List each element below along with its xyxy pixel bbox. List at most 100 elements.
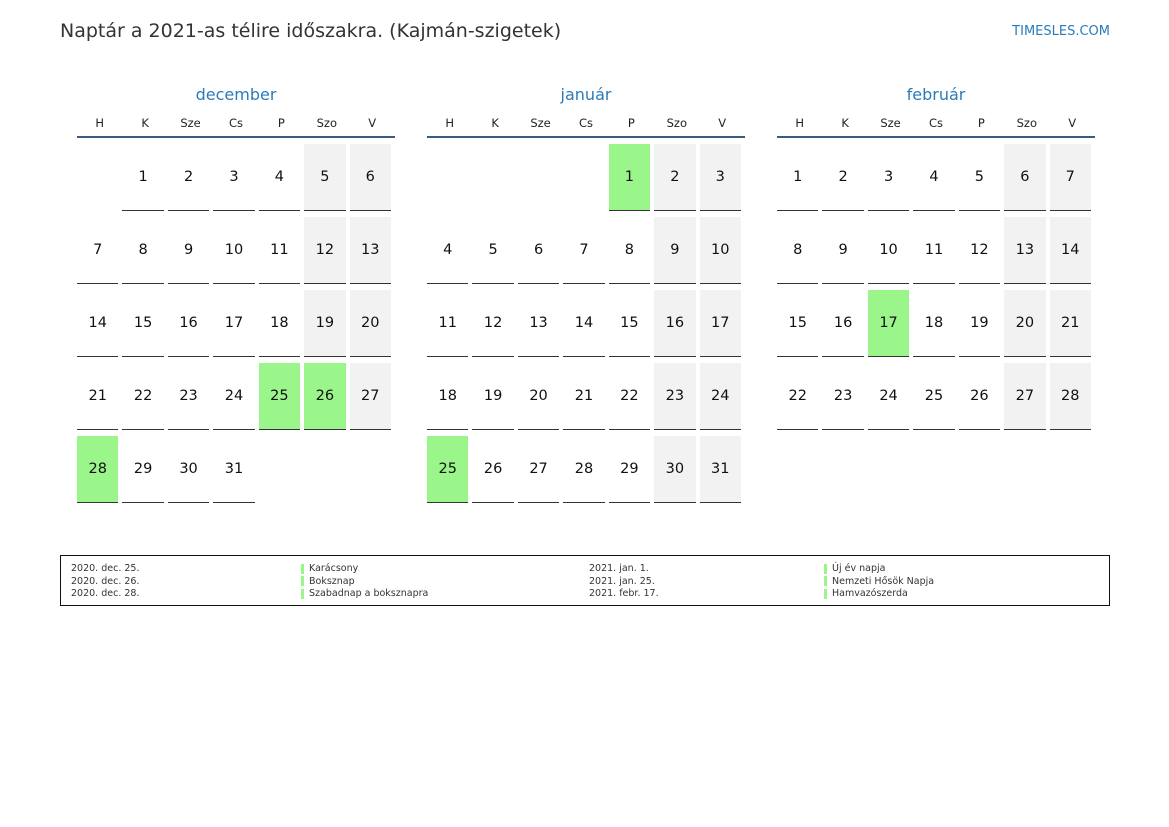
holiday-marker — [301, 576, 304, 586]
day-cell: 2 — [654, 144, 696, 211]
legend-date: 2020. dec. 25. — [71, 563, 140, 574]
day-cell: 10 — [699, 217, 741, 284]
week-row: 4 5 6 7 8 9 10 — [427, 215, 745, 288]
day-cell: 26 — [472, 436, 514, 503]
week-row: 14 15 16 17 18 19 20 — [77, 288, 395, 361]
week-row: 25 26 27 28 29 30 31 — [427, 434, 745, 507]
legend-holiday-name: Hamvazószerda — [832, 588, 908, 599]
empty-cell — [77, 144, 118, 211]
day-cell: 24 — [867, 363, 910, 430]
day-cell: 31 — [699, 436, 741, 503]
weekday-label: Szo — [1016, 116, 1037, 130]
day-cell: 5 — [304, 144, 346, 211]
day-cell: 19 — [958, 290, 1001, 357]
day-cell: 9 — [822, 217, 864, 284]
weekday-label: Cs — [928, 116, 943, 130]
day-cell: 28 — [563, 436, 605, 503]
day-cell: 14 — [1049, 217, 1091, 284]
legend-holiday: Szabadnap a boksznapra — [301, 588, 428, 600]
month-name: január — [560, 85, 612, 104]
legend-holiday: Hamvazószerda — [824, 588, 908, 600]
legend-holiday-name: Új év napja — [832, 563, 886, 574]
day-cell: 3 — [867, 144, 910, 211]
day-cell: 8 — [777, 217, 819, 284]
day-cell: 27 — [1004, 363, 1046, 430]
day-cell: 18 — [427, 363, 469, 430]
week-row: 15 16 17 18 19 20 21 — [777, 288, 1095, 361]
weekday-label: V — [368, 116, 377, 130]
day-cell: 30 — [167, 436, 210, 503]
day-cell: 15 — [122, 290, 164, 357]
weekday-label: Sze — [530, 116, 551, 130]
day-cell: 24 — [213, 363, 255, 430]
day-cell: 16 — [167, 290, 210, 357]
legend-holiday: Boksznap — [301, 576, 355, 588]
legend-date: 2021. jan. 25. — [589, 575, 655, 587]
legend-holiday: Új év napja — [824, 563, 885, 575]
day-cell: 15 — [777, 290, 819, 357]
day-cell: 1 — [122, 144, 164, 211]
empty-cell — [350, 436, 391, 503]
day-cell: 14 — [77, 290, 119, 357]
weekday-label: Sze — [180, 116, 201, 130]
weekday-label: H — [95, 116, 105, 130]
week-row: 28 29 30 31 — [77, 434, 395, 507]
day-cell: 31 — [213, 436, 255, 503]
weekday-label: K — [841, 116, 849, 130]
empty-cell — [518, 144, 559, 211]
day-cell: 18 — [258, 290, 301, 357]
day-cell: 4 — [913, 144, 955, 211]
empty-cell — [427, 144, 468, 211]
month-február: február H K Sze Cs P Szo V 1 2 3 4 5 6 7 8 9 10 11 12 13 14 15… — [777, 84, 1095, 434]
legend-holiday: Karácsony — [301, 563, 358, 575]
weekday-label: Sze — [880, 116, 901, 130]
month-name: február — [906, 85, 966, 104]
day-cell: 13 — [517, 290, 560, 357]
day-cell: 12 — [958, 217, 1001, 284]
empty-cell — [472, 144, 513, 211]
day-cell: 22 — [122, 363, 164, 430]
holiday-legend: 2020. dec. 25. Karácsony 2020. dec. 26. Bok… — [60, 555, 1110, 606]
week-row: 18 19 20 21 22 23 24 — [427, 361, 745, 434]
week-row: 11 12 13 14 15 16 17 — [427, 288, 745, 361]
month-name: december — [195, 85, 277, 104]
weekday-label: Szo — [316, 116, 337, 130]
weekday-label: Cs — [578, 116, 593, 130]
day-cell: 26 — [304, 363, 346, 430]
day-cell: 9 — [167, 217, 210, 284]
day-cell: 20 — [517, 363, 560, 430]
day-cell: 3 — [699, 144, 741, 211]
day-cell: 11 — [427, 290, 469, 357]
day-cell: 7 — [77, 217, 119, 284]
day-cell: 29 — [122, 436, 164, 503]
day-cell: 13 — [349, 217, 391, 284]
day-cell: 19 — [472, 363, 514, 430]
day-cell: 8 — [608, 217, 651, 284]
day-cell: 10 — [213, 217, 255, 284]
month-január: január H K Sze Cs P Szo V 1 2 3 4 5 6 7 8 9 10 11 12 13 14 15 1… — [427, 84, 745, 507]
day-cell: 30 — [654, 436, 696, 503]
legend-date: 2021. jan. 1. — [589, 563, 649, 574]
day-cell: 21 — [77, 363, 119, 430]
day-cell: 4 — [258, 144, 301, 211]
week-row: 22 23 24 25 26 27 28 — [777, 361, 1095, 434]
page-title: Naptár a 2021-as télire időszakra. (Kajm… — [60, 20, 562, 42]
legend-date: 2020. dec. 26. — [71, 575, 140, 587]
weekday-header: H K Sze Cs P Szo V — [427, 116, 745, 138]
day-cell: 3 — [213, 144, 255, 211]
site-link[interactable]: TIMESLES.COM — [1012, 24, 1110, 39]
day-cell: 10 — [867, 217, 910, 284]
legend-holiday-name: Nemzeti Hősök Napja — [832, 575, 935, 587]
weekday-label: H — [795, 116, 805, 130]
week-row: 8 9 10 11 12 13 14 — [777, 215, 1095, 288]
day-cell: 15 — [608, 290, 651, 357]
week-row: 21 22 23 24 25 26 27 — [77, 361, 395, 434]
weekday-label: H — [445, 116, 455, 130]
weekday-label: V — [1068, 116, 1077, 130]
legend-holiday-name: Karácsony — [309, 563, 359, 574]
day-cell: 27 — [349, 363, 391, 430]
weekday-label: V — [718, 116, 727, 130]
day-cell: 16 — [822, 290, 864, 357]
weekday-header: H K Sze Cs P Szo V — [777, 116, 1095, 138]
